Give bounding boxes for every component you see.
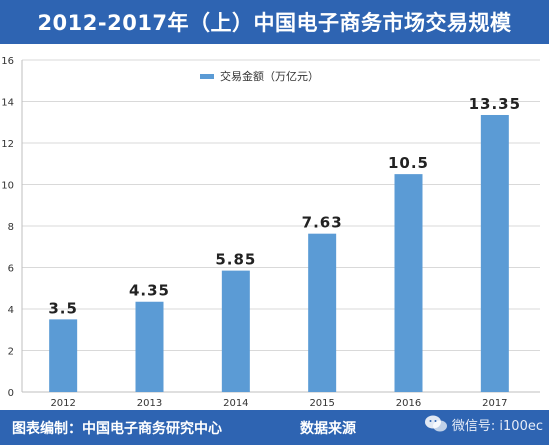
bar	[308, 233, 337, 392]
chart-title-bar: 2012-2017年（上）中国电子商务市场交易规模	[0, 0, 549, 44]
y-tick-label: 0	[8, 388, 14, 399]
chart-plot-area: 0 2 4 6 8 10 12 14 16 3.5 2012 4.35 2013 5.85 2014 7.63…	[0, 44, 549, 410]
x-tick-label: 2012	[50, 398, 75, 409]
watermark-text: 微信号: i100ec	[451, 418, 543, 434]
y-tick-label: 10	[1, 181, 14, 192]
chart-footer: 图表编制：中国电子商务研究中心 数据来源 微信号: i100ec	[0, 410, 549, 445]
data-label: 3.5	[48, 299, 78, 317]
wechat-watermark: 微信号: i100ec	[424, 414, 543, 434]
y-tick-label: 8	[8, 222, 14, 233]
chart-title: 2012-2017年（上）中国电子商务市场交易规模	[37, 11, 512, 35]
x-tick-label: 2013	[137, 398, 162, 409]
y-tick-label: 16	[1, 56, 14, 67]
bar	[480, 114, 509, 393]
y-tick-label: 4	[8, 305, 14, 316]
y-tick-label: 12	[1, 139, 14, 150]
data-label: 13.35	[469, 95, 521, 113]
y-tick-label: 6	[8, 264, 14, 275]
data-label: 10.5	[388, 154, 429, 172]
legend-label: 交易金额（万亿元）	[220, 69, 319, 83]
wechat-icon	[424, 414, 448, 434]
data-label: 4.35	[129, 282, 170, 300]
y-tick-label: 14	[1, 98, 14, 109]
x-tick-label: 2014	[223, 398, 248, 409]
x-tick-label: 2017	[482, 398, 507, 409]
chart-compiler-credit: 图表编制：中国电子商务研究中心	[12, 421, 222, 437]
x-tick-label: 2015	[309, 398, 334, 409]
bar	[49, 319, 78, 392]
legend-swatch	[200, 74, 214, 79]
bar-chart-svg: 0 2 4 6 8 10 12 14 16 3.5 2012 4.35 2013 5.85 2014 7.63…	[1, 56, 540, 409]
data-source-label: 数据来源	[300, 421, 356, 437]
x-tick-label: 2016	[396, 398, 421, 409]
data-label: 7.63	[302, 214, 343, 232]
bar	[221, 270, 250, 392]
data-label: 5.85	[215, 251, 256, 269]
bar	[394, 174, 423, 392]
y-tick-label: 2	[8, 347, 14, 358]
bar	[135, 301, 164, 392]
